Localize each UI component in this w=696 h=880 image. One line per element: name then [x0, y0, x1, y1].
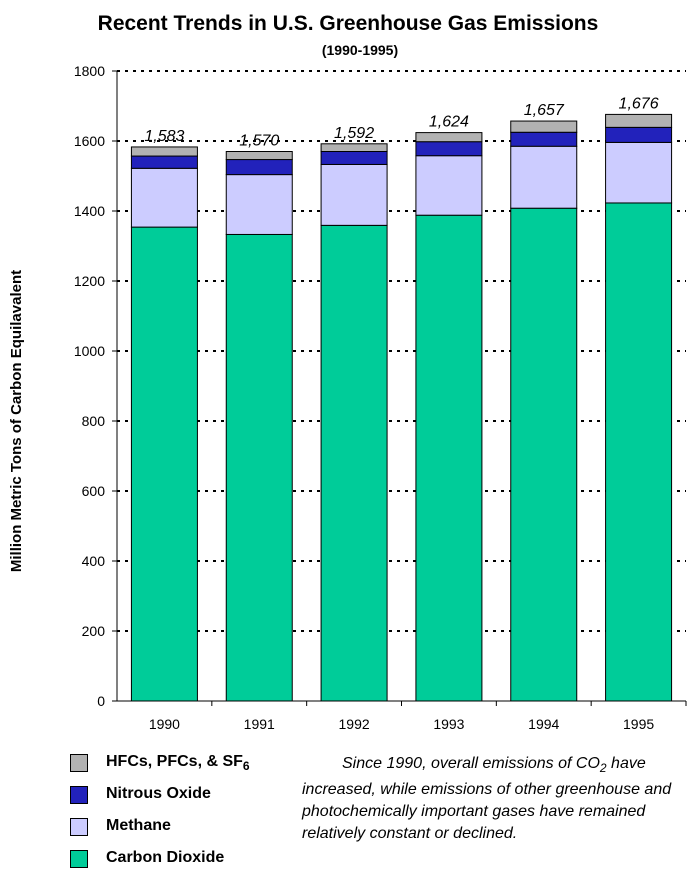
y-tick-label: 800	[82, 413, 106, 429]
note-co2-subscript: 2	[599, 761, 607, 776]
y-tick-label: 1600	[74, 133, 105, 149]
legend-label-hfcs: HFCs, PFCs, & SF6	[106, 753, 250, 774]
bar-segment-carbon-dioxide-1990	[130, 226, 198, 702]
x-tick-label: 1992	[339, 716, 370, 732]
note-part1: Since 1990, overall emissions of	[342, 755, 572, 772]
x-tick-label: 1990	[149, 716, 180, 732]
y-tick-label: 1800	[74, 63, 105, 79]
total-label-1993: 1,624	[429, 114, 469, 131]
x-tick-label: 1994	[528, 716, 559, 732]
bar-segment-methane-1990	[130, 167, 198, 228]
bar-segment-hfcs-1991	[225, 151, 293, 161]
total-label-1994: 1,657	[524, 102, 565, 119]
note-co2: CO	[575, 755, 600, 772]
bar-segment-methane-1995	[605, 141, 673, 204]
bar-segment-hfcs-1995	[605, 113, 673, 128]
bar-segment-hfcs-1990	[130, 146, 198, 157]
legend-swatch-methane	[70, 818, 88, 836]
bar-segment-nitrous-oxide-1994	[510, 131, 578, 147]
y-tick-label: 400	[82, 553, 106, 569]
bar-segment-nitrous-oxide-1990	[130, 155, 198, 169]
y-tick-label: 200	[82, 623, 106, 639]
x-tick-label: 1991	[244, 716, 275, 732]
x-tick-label: 1995	[623, 716, 654, 732]
legend-swatch-carbon-dioxide	[70, 850, 88, 868]
bar-segment-nitrous-oxide-1993	[415, 141, 483, 157]
legend-swatch-nitrous-oxide	[70, 786, 88, 804]
bars	[130, 113, 673, 702]
chart-subtitle: (1990-1995)	[321, 42, 399, 58]
axes: 0 200 400 600 800 1000 1200 1400 1600 1800 1990 199…	[74, 63, 687, 732]
annotation-note: Since 1990, overall emissions of CO2 hav…	[302, 753, 694, 845]
bar-segment-carbon-dioxide-1993	[415, 214, 483, 702]
legend-swatch-hfcs	[70, 754, 88, 772]
bar-segment-nitrous-oxide-1995	[605, 126, 673, 143]
bar-segment-methane-1993	[415, 155, 483, 216]
bar-segment-hfcs-1992	[320, 143, 388, 153]
bar-segment-nitrous-oxide-1991	[225, 159, 293, 176]
bar-segment-methane-1991	[225, 174, 293, 235]
total-label-1992: 1,592	[334, 125, 374, 142]
bar-segment-carbon-dioxide-1992	[320, 224, 388, 702]
legend-label-methane: Methane	[106, 817, 171, 834]
total-label-1990: 1,583	[144, 128, 184, 145]
bar-segment-nitrous-oxide-1992	[320, 151, 388, 165]
bar-segment-carbon-dioxide-1994	[510, 207, 578, 702]
bar-segment-hfcs-1994	[510, 120, 578, 133]
legend-label-nitrous-oxide: Nitrous Oxide	[106, 785, 211, 802]
data-labels: 1,583 1,570 1,592 1,624 1,657 1,676	[144, 95, 658, 149]
total-label-1995: 1,676	[619, 95, 659, 112]
y-tick-label: 1200	[74, 273, 105, 289]
y-axis-label: Million Metric Tons of Carbon Equilavale…	[8, 270, 25, 572]
bar-segment-carbon-dioxide-1991	[225, 233, 293, 702]
legend-label-carbon-dioxide: Carbon Dioxide	[106, 849, 225, 866]
y-tick-label: 0	[97, 693, 105, 709]
y-tick-label: 600	[82, 483, 106, 499]
bar-segment-hfcs-1993	[415, 132, 483, 143]
y-tick-label: 1000	[74, 343, 105, 359]
bar-segment-carbon-dioxide-1995	[605, 202, 673, 702]
stacked-bar-chart: 0 200 400 600 800 1000 1200 1400 1600 1800 1990 199…	[8, 63, 687, 732]
chart-title: Recent Trends in U.S. Greenhouse Gas Emi…	[97, 12, 599, 35]
note-part3: have increased, while emissions of other…	[302, 755, 672, 843]
total-label-1991: 1,570	[239, 133, 279, 150]
x-tick-label: 1993	[433, 716, 464, 732]
bar-segment-methane-1992	[320, 163, 388, 226]
y-tick-label: 1400	[74, 203, 105, 219]
gridlines	[117, 70, 686, 632]
bar-segment-methane-1994	[510, 145, 578, 209]
